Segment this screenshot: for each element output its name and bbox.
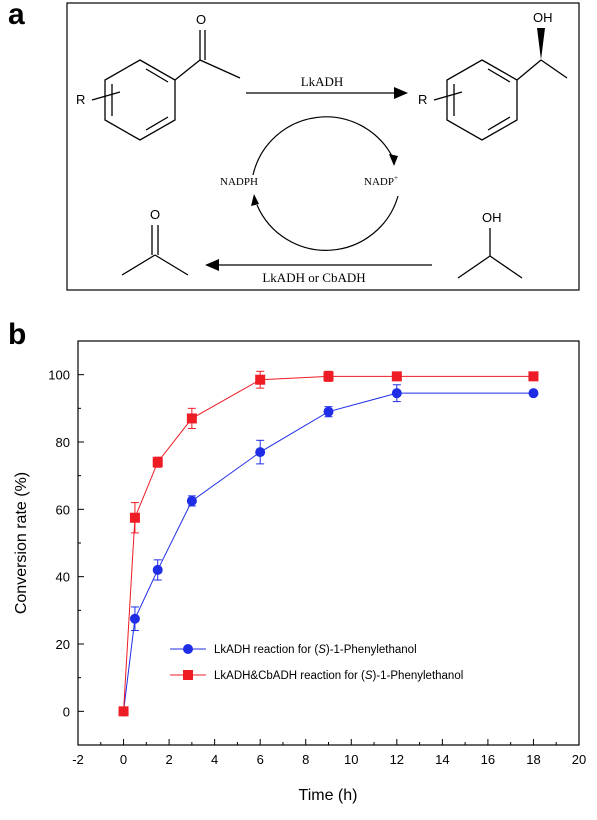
cofactor-cycle-top-arc: [252, 116, 394, 176]
substrate-o-label: O: [196, 12, 206, 27]
x-tick-label: 8: [302, 752, 309, 767]
data-point: [118, 706, 129, 717]
x-tick-label: 18: [526, 752, 540, 767]
x-tick-label: -2: [72, 752, 84, 767]
isopropanol: [457, 228, 523, 279]
forward-enzyme-label: LkADH: [301, 74, 344, 89]
data-point: [323, 406, 334, 417]
y-tick-label: 20: [56, 637, 70, 652]
cofactor-nadp: NADP+: [364, 174, 398, 188]
plot-frame: [77, 340, 580, 746]
legend-marker: [183, 644, 193, 654]
y-tick-label: 100: [48, 368, 70, 383]
acetone-o-label: O: [150, 207, 160, 222]
x-tick-label: 16: [481, 752, 495, 767]
series-line: [123, 375, 534, 712]
legend-label: LkADH reaction for (S)-1-Phenylethanol: [214, 644, 417, 656]
substrate-r-label: R: [76, 92, 85, 107]
data-point: [323, 371, 334, 382]
product-phenylethanol: [433, 59, 568, 141]
y-tick-label: 60: [56, 502, 70, 517]
isopropanol-oh-label: OH: [482, 210, 502, 225]
x-tick-label: 12: [390, 752, 404, 767]
legend-label: LkADH&CbADH reaction for (S)-1-Phenyleth…: [214, 670, 463, 682]
x-axis-ticks: -2 0 2 4 6 8 10 12 14 16 18 20: [72, 739, 586, 767]
data-point: [152, 457, 163, 468]
data-point: [152, 564, 163, 575]
product-r-label: R: [418, 92, 427, 107]
scheme-border: [66, 2, 580, 291]
data-point: [391, 388, 402, 399]
acetone: [121, 225, 189, 276]
y-tick-label: 0: [63, 704, 70, 719]
x-tick-label: 14: [435, 752, 449, 767]
cofactor-cycle-bottom-arc: [256, 195, 399, 251]
y-axis-ticks: 0 20 40 60 80 100: [48, 368, 84, 719]
cycle-arrowhead-left: [251, 194, 259, 206]
series-line: [123, 392, 534, 712]
x-tick-label: 0: [120, 752, 127, 767]
data-point: [528, 371, 539, 382]
x-tick-label: 20: [572, 752, 586, 767]
reverse-arrowhead: [205, 259, 219, 271]
cycle-arrowhead-right: [389, 154, 398, 166]
product-oh-label: OH: [533, 10, 553, 25]
panel-a-letter: a: [8, 0, 25, 31]
y-axis-title: Conversion rate (%): [13, 472, 30, 614]
legend-marker: [183, 670, 193, 680]
data-point: [129, 613, 140, 624]
panel-b-letter: b: [8, 318, 27, 351]
series-layer: [118, 370, 539, 717]
stereo-wedge: [537, 28, 545, 60]
data-point: [255, 374, 266, 385]
x-tick-label: 4: [211, 752, 218, 767]
series: [118, 370, 539, 717]
y-tick-label: 40: [56, 570, 70, 585]
data-point: [186, 413, 197, 424]
data-point: [186, 495, 197, 506]
x-tick-label: 2: [165, 752, 172, 767]
reaction-scheme: O R LkADH OH R NADPH NADP+ O LkADH or Cb…: [66, 2, 580, 291]
series: [118, 384, 539, 717]
conversion-chart: -2 0 2 4 6 8 10 12 14 16 18 20 0 20 40 60 80 100 Time (h…: [13, 340, 586, 804]
data-point: [255, 447, 266, 458]
forward-arrowhead: [394, 87, 408, 99]
legend: LkADH reaction for (S)-1-Phenylethanol Lk…: [170, 644, 463, 682]
y-tick-label: 80: [56, 435, 70, 450]
data-point: [528, 388, 539, 399]
reverse-enzyme-label: LkADH or CbADH: [262, 270, 365, 285]
cofactor-nadph: NADPH: [220, 176, 258, 188]
data-point: [129, 512, 140, 523]
substrate-acetophenone: [91, 30, 241, 141]
x-tick-label: 10: [344, 752, 358, 767]
x-tick-label: 6: [257, 752, 264, 767]
x-axis-title: Time (h): [299, 787, 358, 804]
data-point: [391, 371, 402, 382]
